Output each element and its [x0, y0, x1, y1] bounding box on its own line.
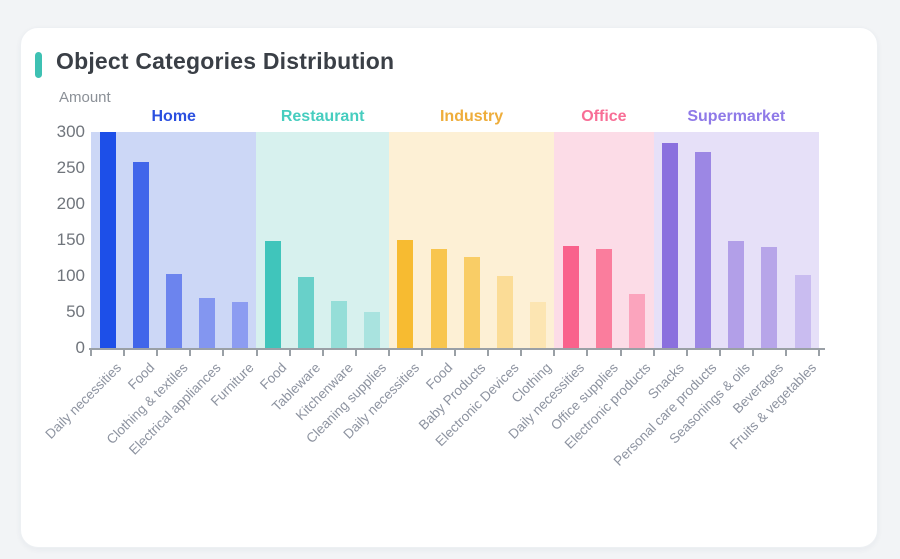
bar-furniture[interactable]: [231, 302, 248, 348]
x-axis-tick: [189, 350, 192, 356]
bar-electronic-products[interactable]: [629, 294, 645, 348]
bar-electrical-appliances[interactable]: [198, 298, 215, 348]
bar-clothing-textiles[interactable]: [165, 274, 182, 348]
group-label-office: Office: [581, 108, 627, 125]
chart-header: Object Categories Distribution: [21, 28, 877, 88]
x-axis-tick: [321, 350, 324, 356]
x-axis-tick: [123, 350, 126, 356]
bar-kitchenware[interactable]: [331, 301, 348, 348]
x-axis-tick: [520, 350, 523, 356]
bar-clothing[interactable]: [529, 302, 546, 348]
x-axis-tick: [619, 350, 622, 356]
bar-personal-care-products[interactable]: [695, 152, 712, 348]
bar-food[interactable]: [430, 249, 447, 348]
bar-electronic-devices[interactable]: [496, 276, 513, 348]
bar-seasonings-oils[interactable]: [728, 241, 745, 348]
bar-fruits-vegetables[interactable]: [794, 275, 811, 348]
x-axis-tick: [487, 350, 490, 356]
bar-baby-products[interactable]: [463, 257, 480, 348]
x-axis-tick: [818, 350, 820, 356]
x-axis-tick: [255, 350, 258, 356]
group-label-home: Home: [151, 108, 196, 125]
x-axis-tick: [90, 350, 92, 356]
x-axis-tick: [586, 350, 589, 356]
bar-chart: Home Restaurant Industry Office Supermarket 0…: [21, 28, 879, 549]
x-axis-tick: [685, 350, 688, 356]
group-label-restaurant: Restaurant: [280, 108, 365, 125]
bar-tableware[interactable]: [298, 277, 315, 348]
x-axis-tick: [751, 350, 754, 356]
bar-snacks[interactable]: [662, 143, 679, 348]
y-tick-label: 300: [56, 122, 85, 141]
bar-daily-necessities[interactable]: [562, 246, 579, 348]
x-axis-tick: [784, 350, 787, 356]
bar-daily-necessities[interactable]: [397, 240, 414, 348]
y-axis-title: Amount: [59, 89, 111, 106]
bar-daily-necessities[interactable]: [99, 132, 116, 348]
chart-title: Object Categories Distribution: [56, 48, 395, 74]
x-axis-tick: [652, 350, 655, 356]
chart-card: Object Categories Distribution Amount Ho…: [20, 27, 878, 548]
bar-beverages[interactable]: [761, 247, 778, 348]
x-axis-line: [89, 348, 825, 350]
x-axis-tick: [718, 350, 721, 356]
y-tick-label: 200: [56, 194, 85, 213]
y-tick-label: 50: [66, 302, 85, 321]
y-tick-label: 250: [56, 158, 85, 177]
x-axis-tick: [553, 350, 556, 356]
group-label-industry: Industry: [439, 108, 504, 125]
bar-food[interactable]: [132, 162, 149, 348]
x-axis-tick: [156, 350, 159, 356]
x-axis-tick: [222, 350, 225, 356]
x-axis-tick: [454, 350, 456, 356]
y-tick-label: 100: [56, 266, 85, 285]
bar-cleaning-supplies[interactable]: [364, 312, 381, 348]
bar-food[interactable]: [265, 241, 281, 348]
title-accent-bar: [35, 52, 42, 78]
group-label-supermarket: Supermarket: [687, 108, 786, 125]
x-axis-tick: [288, 350, 291, 356]
bar-office-supplies[interactable]: [595, 249, 612, 348]
x-axis-tick: [354, 350, 357, 356]
y-tick-label: 150: [56, 230, 85, 249]
y-tick-label: 0: [75, 338, 85, 357]
x-axis-tick: [387, 350, 390, 356]
x-axis-tick: [420, 350, 423, 356]
